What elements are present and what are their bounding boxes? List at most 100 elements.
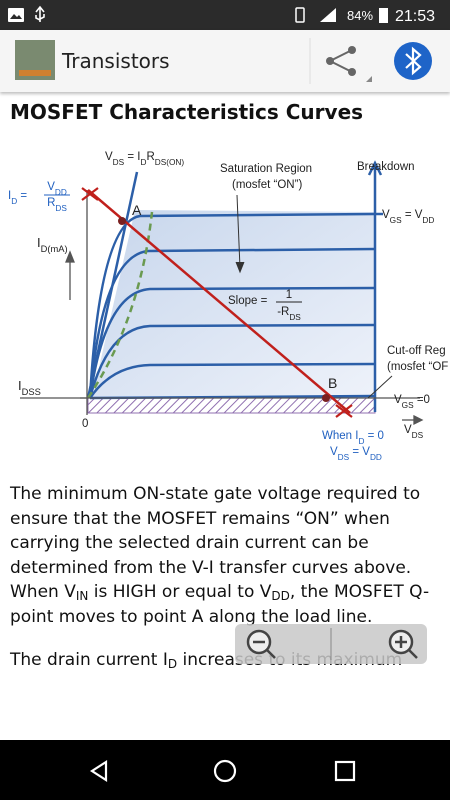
zoom-in-button[interactable] (388, 629, 418, 659)
text-run: The drain current I (10, 650, 168, 670)
text-run: = V (402, 209, 423, 221)
saturation-area (92, 210, 375, 398)
text-run: -R (277, 306, 289, 318)
subscript: DS (113, 158, 125, 167)
subscript: DD (271, 589, 290, 603)
gallery-icon (8, 8, 24, 22)
subscript: D (167, 657, 178, 671)
point-b-label: B (328, 375, 337, 391)
when-label: When ID = 0 (322, 430, 384, 446)
subscript: GS (390, 216, 402, 225)
app-title: Transistors (61, 49, 170, 73)
text-run: V (47, 181, 55, 193)
app-icon-band (19, 70, 51, 76)
nav-icons (89, 759, 356, 783)
axes (20, 190, 424, 426)
signal-icon (320, 8, 336, 22)
gallery-glyph (10, 14, 22, 19)
subscript: D (11, 197, 17, 206)
text-run: V (394, 394, 402, 406)
zoom-controls (235, 624, 427, 664)
zoom-icons (246, 628, 418, 660)
text-run: , the MOSFET Q-point moves to point A al… (10, 582, 430, 627)
y-axis-label: ID(mA) (37, 235, 68, 254)
load-line (87, 189, 351, 414)
cutoff-label: Cut-off Reg (387, 345, 446, 357)
vibrate-icon (295, 7, 305, 23)
text-run: = (17, 190, 27, 202)
text-run: V (105, 151, 113, 163)
subscript: D (358, 437, 364, 446)
saturation-label: Saturation Region (220, 163, 312, 175)
zoom-out-button[interactable] (246, 629, 276, 659)
id-equation: ID = (8, 190, 27, 206)
point-a-label: A (132, 202, 142, 218)
status-icons: 84% 21:53 (8, 5, 435, 25)
text-run: V (382, 209, 390, 221)
bluetooth-button[interactable] (394, 42, 432, 80)
x-axis-label: VDS (404, 424, 424, 440)
slope-denominator: -RDS (277, 306, 301, 322)
text-run: = I (124, 151, 140, 163)
text-run: I (18, 378, 22, 393)
subscript: D(mA) (41, 244, 68, 254)
home-button[interactable] (213, 759, 237, 783)
paragraph: The minimum ON-state gate voltage requir… (10, 482, 442, 629)
breakdown-label: Breakdown (357, 161, 415, 173)
vgs-max-label: VGS = VDD (382, 209, 434, 225)
back-button[interactable] (89, 759, 108, 783)
recents-button[interactable] (334, 760, 356, 782)
point-b-marker (322, 394, 330, 402)
text-run: When I (322, 430, 358, 442)
text-run: = 0 (364, 430, 384, 442)
battery-icon (379, 8, 388, 23)
vgs-zero-label: VGS =0 (394, 394, 430, 410)
subscript: GS (402, 401, 414, 410)
text-run: The minimum ON-state gate voltage requir… (10, 484, 421, 602)
status-bar: 84% 21:53 (0, 0, 450, 30)
slope-label: Slope = (228, 295, 268, 307)
subscript: DS(ON) (155, 158, 185, 167)
subscript: DD (422, 216, 434, 225)
id-numerator: VDD (47, 181, 67, 197)
cutoff-band (87, 397, 376, 414)
clock: 21:53 (395, 8, 435, 25)
text-run: V (404, 424, 412, 436)
origin-label: 0 (82, 418, 88, 430)
text-run: V (330, 446, 338, 458)
pointers (235, 194, 393, 399)
when-label-2: VDS = VDD (330, 446, 382, 462)
text-run: =0 (414, 394, 430, 406)
text-run: R (47, 197, 55, 209)
point-a-marker (118, 217, 126, 225)
text-run: I (8, 190, 11, 202)
slope-numerator: 1 (286, 289, 292, 301)
vds-equation: VDS = IDRDS(ON) (105, 151, 184, 167)
id-denominator: RDS (47, 197, 67, 213)
load-line-ends (81, 187, 353, 418)
labels: VDS = IDRDS(ON) Saturation Region (mosfe… (8, 151, 448, 462)
heading: MOSFET Characteristics Curves (10, 100, 364, 124)
share-button[interactable] (326, 46, 372, 82)
text-run: R (146, 151, 154, 163)
subscript: D (140, 158, 146, 167)
cutoff-note: (mosfet “OF (387, 361, 448, 373)
text-run: is HIGH or equal to V (88, 582, 272, 602)
subscript: DS (338, 453, 350, 462)
app-bar-graphics: Transistors (15, 38, 432, 84)
subscript: IN (75, 589, 89, 603)
text-run: I (37, 235, 41, 250)
subscript: DS (55, 204, 67, 213)
subscript: DD (370, 453, 382, 462)
idss-label: IDSS (18, 378, 41, 397)
subscript: DD (55, 188, 67, 197)
subscript: DS (289, 313, 301, 322)
subscript: DSS (22, 387, 41, 397)
text-run: = V (349, 446, 370, 458)
usb-icon (35, 5, 45, 22)
app-bar: Transistors (0, 30, 450, 92)
subscript: DS (412, 431, 424, 440)
navigation-bar (0, 740, 450, 800)
